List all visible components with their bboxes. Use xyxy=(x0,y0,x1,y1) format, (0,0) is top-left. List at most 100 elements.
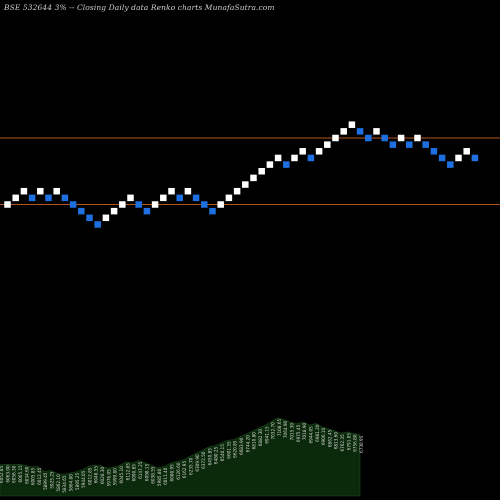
bottom-value-label: 6906.10 xyxy=(321,428,326,446)
renko-brick xyxy=(110,207,118,215)
renko-brick xyxy=(12,194,19,202)
renko-brick xyxy=(151,201,159,208)
renko-brick xyxy=(332,134,339,142)
renko-brick xyxy=(365,134,372,142)
renko-brick xyxy=(69,201,77,208)
bottom-value-label: 6112.85 xyxy=(125,463,130,481)
renko-brick xyxy=(53,187,60,195)
renko-brick xyxy=(61,194,69,202)
renko-brick xyxy=(127,194,134,202)
renko-brick xyxy=(143,207,151,215)
renko-brick xyxy=(299,148,306,155)
bottom-value-label: 6744.20 xyxy=(245,435,250,453)
bottom-value-label: 6730.95 xyxy=(359,435,364,453)
bottom-value-label: 6810.80 xyxy=(252,432,257,450)
renko-brick xyxy=(192,194,200,202)
renko-brick xyxy=(455,154,462,162)
bottom-value-label: 6011.40 xyxy=(163,467,168,485)
bottom-value-label: 6005.85 xyxy=(31,468,36,486)
bottom-value-label: 5895.25 xyxy=(75,472,80,490)
renko-brick xyxy=(283,161,290,168)
bottom-value-label: 6012.85 xyxy=(87,467,92,485)
bottom-value-label: 6941.15 xyxy=(264,426,269,444)
bottom-value-label: 5985.80 xyxy=(157,468,162,486)
renko-brick xyxy=(274,154,282,162)
bottom-value-label: 6088.95 xyxy=(170,464,175,482)
renko-brick xyxy=(233,187,241,195)
bottom-value-label: 6372.50 xyxy=(201,451,206,469)
renko-brick xyxy=(340,128,347,135)
bottom-value-label: 5925.25 xyxy=(50,471,55,489)
bottom-value-label: 6882.30 xyxy=(258,429,263,447)
bottom-value-label: 6762.35 xyxy=(340,434,345,452)
renko-brick xyxy=(184,187,192,195)
renko-brick xyxy=(463,148,470,155)
renko-brick xyxy=(356,128,364,135)
bottom-value-label: 6012.45 xyxy=(37,467,42,485)
bottom-value-label: 6309.90 xyxy=(195,454,200,472)
renko-brick xyxy=(381,134,388,142)
renko-brick xyxy=(348,121,356,128)
renko-brick xyxy=(258,168,265,175)
bottom-value-label: 5862.10 xyxy=(56,474,61,492)
renko-brick xyxy=(94,221,101,228)
bottom-value-label: 5999.80 xyxy=(113,468,118,486)
renko-brick xyxy=(406,141,413,148)
bottom-value-label: 6944.05 xyxy=(308,426,313,444)
bottom-value-label: 7018.90 xyxy=(302,423,307,441)
bottom-value-label: 6090.85 xyxy=(132,464,137,482)
renko-brick xyxy=(102,214,110,222)
renko-brick xyxy=(201,201,208,208)
bottom-value-label: 6813.60 xyxy=(334,432,339,450)
renko-bricks xyxy=(4,121,479,228)
bottom-value-label: 5944.05 xyxy=(81,470,86,488)
chart-title: BSE 532644 3% -- Closing Daily data Renk… xyxy=(4,3,275,12)
bottom-value-label: 6601.35 xyxy=(226,441,231,459)
renko-brick xyxy=(176,194,183,202)
renko-brick xyxy=(471,154,479,162)
bottom-value-label: 5899.45 xyxy=(43,472,48,490)
bottom-value-label: 5976.05 xyxy=(106,469,111,487)
bottom-value-label: 6975.45 xyxy=(296,424,301,442)
bottom-value-label: 6056.30 xyxy=(12,465,17,483)
bottom-value-label: 6620.85 xyxy=(233,440,238,458)
renko-brick xyxy=(217,201,224,208)
bottom-value-label: 6162.95 xyxy=(182,461,187,479)
bottom-value-label: 6756.80 xyxy=(353,434,358,452)
renko-brick xyxy=(168,187,175,195)
bottom-value-label: 6862.45 xyxy=(327,429,332,447)
renko-brick xyxy=(397,134,405,142)
renko-brick xyxy=(250,174,257,182)
renko-brick xyxy=(78,207,85,215)
bottom-value-label: 6126.60 xyxy=(176,462,181,480)
renko-brick xyxy=(119,201,126,208)
bottom-value-label: 6038.55 xyxy=(151,466,156,484)
bottom-value-label: 6063.00 xyxy=(5,465,10,483)
renko-brick xyxy=(86,214,93,222)
renko-brick xyxy=(45,194,52,202)
bottom-value-label: 6045.10 xyxy=(119,466,124,484)
renko-brick xyxy=(438,154,446,162)
renko-brick xyxy=(307,154,315,162)
renko-brick xyxy=(373,128,380,135)
renko-brick xyxy=(430,148,438,155)
renko-brick xyxy=(414,134,421,142)
renko-brick xyxy=(389,141,397,148)
bottom-value-label: 6065.15 xyxy=(18,465,23,483)
bottom-area-fill xyxy=(0,417,361,497)
renko-brick xyxy=(160,194,167,202)
bottom-value-label: 6235.70 xyxy=(188,457,193,475)
bottom-value-label: 6791.05 xyxy=(346,433,351,451)
bottom-value-label: 7064.90 xyxy=(283,420,288,438)
bottom-value-label: 6048.55 xyxy=(94,466,99,484)
bottom-value-label: 7015.30 xyxy=(290,423,295,441)
bottom-value-label: 6147.25 xyxy=(138,461,143,479)
reference-lines xyxy=(0,137,500,205)
bottom-value-label: 6683.90 xyxy=(239,437,244,455)
bottom-value-label: 6028.30 xyxy=(100,467,105,485)
bottom-value-label: 6450.85 xyxy=(207,448,212,466)
bottom-value-label: 6540.15 xyxy=(220,444,225,462)
renko-brick xyxy=(324,141,331,148)
renko-brick xyxy=(20,187,28,195)
